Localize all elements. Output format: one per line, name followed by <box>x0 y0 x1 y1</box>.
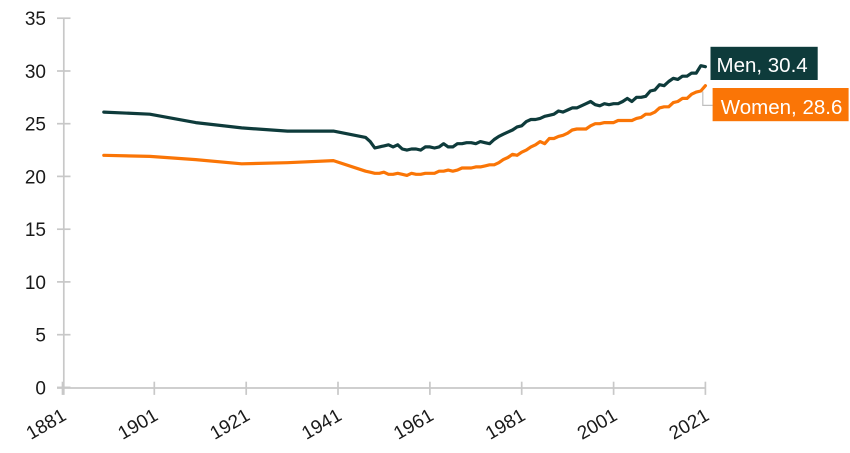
svg-text:10: 10 <box>25 273 46 294</box>
svg-text:Men, 30.4: Men, 30.4 <box>717 54 808 77</box>
svg-text:5: 5 <box>35 326 46 347</box>
svg-text:Women, 28.6: Women, 28.6 <box>721 96 843 119</box>
svg-text:0: 0 <box>35 378 46 399</box>
svg-text:20: 20 <box>25 167 46 188</box>
svg-text:25: 25 <box>25 115 46 136</box>
svg-text:30: 30 <box>25 62 46 83</box>
svg-text:35: 35 <box>25 9 46 30</box>
svg-text:15: 15 <box>25 220 46 241</box>
